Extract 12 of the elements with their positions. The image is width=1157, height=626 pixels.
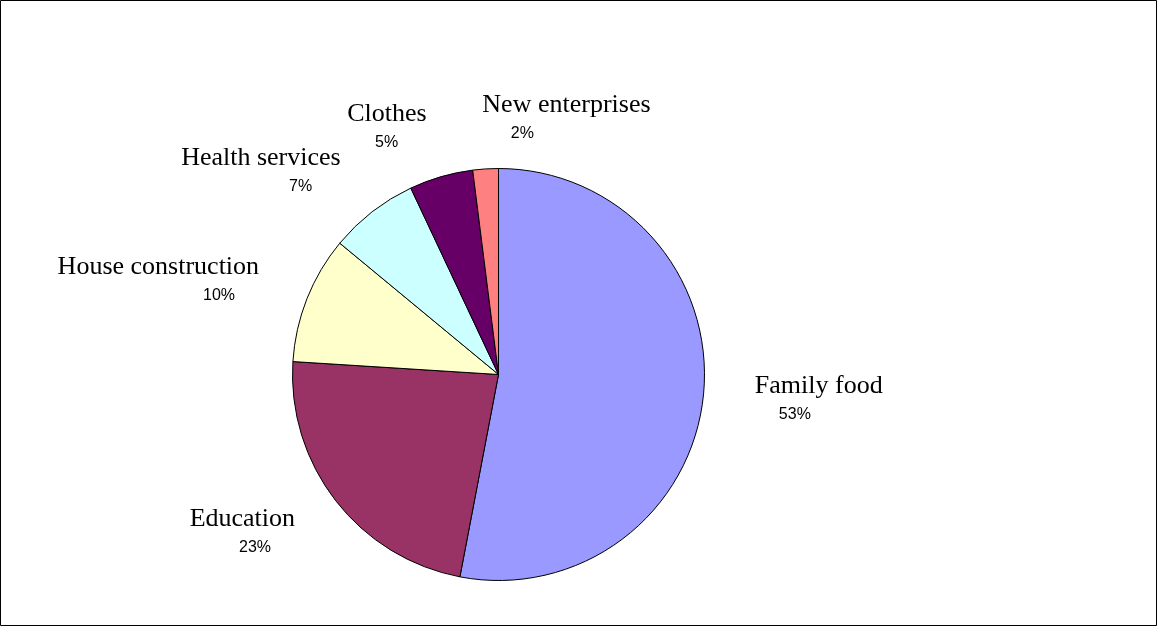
slice-label: House construction (57, 250, 260, 280)
slice-label: New enterprises (482, 88, 651, 118)
data-label: 23% (239, 538, 272, 556)
data-label: 5% (375, 133, 399, 151)
data-label: 7% (289, 177, 313, 195)
slice-label: Education (189, 503, 296, 533)
data-label: 53% (778, 404, 811, 422)
slice-label: Health services (181, 142, 341, 172)
data-label: 10% (203, 285, 236, 303)
slice-label: Clothes (347, 98, 427, 128)
data-label: 2% (510, 123, 534, 141)
slice-label: Family food (754, 369, 883, 399)
